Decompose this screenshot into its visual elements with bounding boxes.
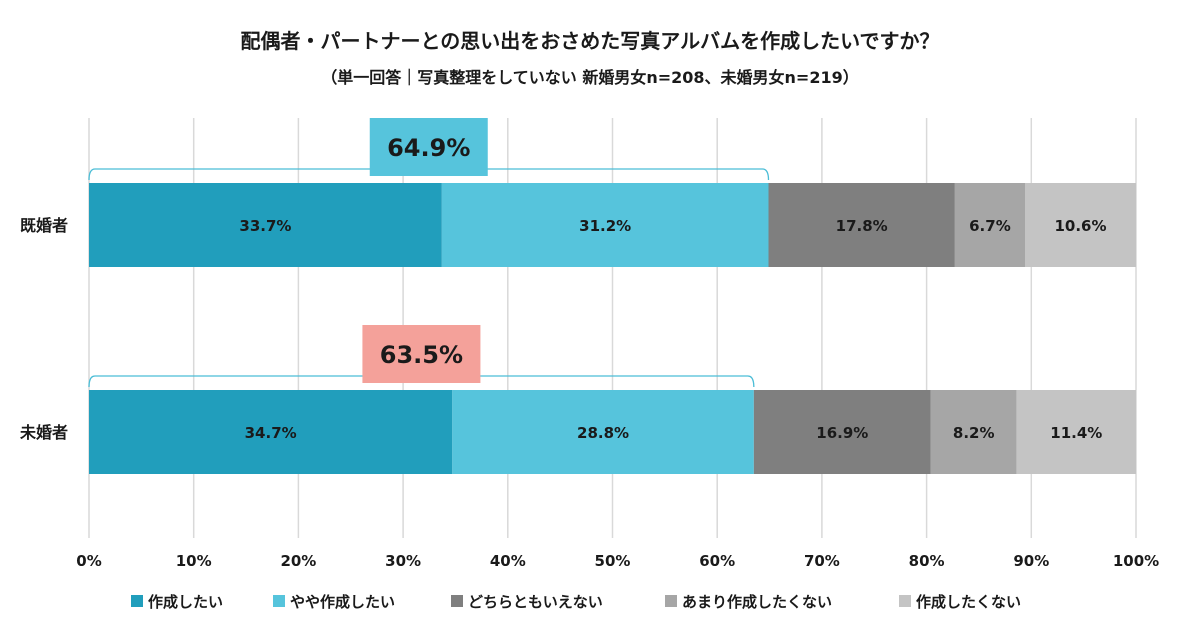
x-tick-label: 100% <box>1113 552 1159 570</box>
x-tick-label: 40% <box>490 552 526 570</box>
legend-swatch <box>131 595 143 607</box>
legend: 作成したい やや作成したい どちらともいえない あまり作成したくない 作成したくない <box>131 593 1021 611</box>
data-label: 6.7% <box>969 217 1011 235</box>
data-label: 34.7% <box>245 424 297 442</box>
category-label: 既婚者 <box>20 216 68 235</box>
data-label: 31.2% <box>579 217 631 235</box>
legend-swatch <box>899 595 911 607</box>
bars: 33.7% 31.2% 17.8% 6.7% 10.6% 34.7% 28.8% 16.9% 8… <box>89 183 1136 474</box>
legend-swatch <box>273 595 285 607</box>
legend-label: やや作成したい <box>290 593 395 611</box>
data-label: 11.4% <box>1050 424 1102 442</box>
data-label: 28.8% <box>577 424 629 442</box>
legend-label: あまり作成したくない <box>682 593 832 611</box>
bar-segment <box>954 183 1026 267</box>
bar-segment <box>930 390 1017 474</box>
x-tick-label: 0% <box>76 552 101 570</box>
callout-box <box>369 118 488 176</box>
bar-segment <box>753 390 931 474</box>
chart-subtitle: （単一回答｜写真整理をしていない 新婚男女n=208、未婚男女n=219） <box>321 68 858 87</box>
legend-label: 作成したくない <box>916 593 1021 611</box>
bar-segment <box>441 183 769 267</box>
bar-segment <box>452 390 754 474</box>
gridlines <box>88 118 1137 538</box>
x-tick-label: 30% <box>385 552 421 570</box>
x-tick-label: 90% <box>1013 552 1049 570</box>
bar-segment <box>1025 183 1136 267</box>
legend-swatch <box>451 595 463 607</box>
callout-label: 64.9% <box>387 134 470 162</box>
data-label: 10.6% <box>1054 217 1106 235</box>
bar-segment <box>89 390 453 474</box>
x-tick-label: 70% <box>804 552 840 570</box>
bar-segment <box>768 183 955 267</box>
legend-swatch <box>665 595 677 607</box>
callout-box <box>362 325 481 383</box>
callout-label: 63.5% <box>380 341 463 369</box>
x-tick-label: 80% <box>909 552 945 570</box>
annotations: 64.9% 63.5% <box>88 118 770 388</box>
chart-title: 配偶者・パートナーとの思い出をおさめた写真アルバムを作成したいですか？ <box>241 29 940 53</box>
x-tick-label: 50% <box>595 552 631 570</box>
data-label: 16.9% <box>816 424 868 442</box>
legend-label: どちらともいえない <box>468 593 603 611</box>
data-label: 33.7% <box>239 217 291 235</box>
bar-segment <box>89 183 442 267</box>
x-tick-label: 60% <box>699 552 735 570</box>
data-label: 8.2% <box>953 424 995 442</box>
legend-label: 作成したい <box>148 593 223 611</box>
x-tick-label: 10% <box>176 552 212 570</box>
bar-segment <box>1016 390 1136 474</box>
x-tick-label: 20% <box>280 552 316 570</box>
category-label: 未婚者 <box>19 423 68 442</box>
data-label: 17.8% <box>836 217 888 235</box>
